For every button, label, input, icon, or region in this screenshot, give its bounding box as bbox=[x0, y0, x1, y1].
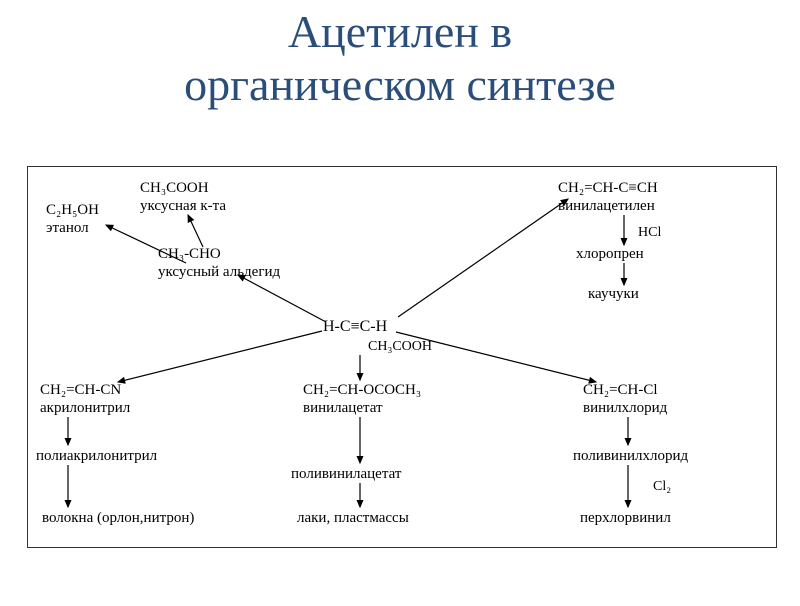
page-title: Ацетилен в органическом синтезе bbox=[0, 6, 800, 112]
node-ethanol: C₂H₅OH этанол bbox=[46, 201, 99, 237]
reagent-hcl: HCl bbox=[638, 225, 661, 241]
node-vinylacetate: CH₂=CH-OCOCH₃ винилацетат bbox=[303, 381, 421, 417]
title-line1: Ацетилен в bbox=[288, 6, 512, 57]
reagent-acetic-acid: CH₃COOH bbox=[368, 339, 432, 355]
node-vinylacetylene: CH₂=CH-C≡CH винилацетилен bbox=[558, 179, 658, 215]
node-acetylene: H-C≡C-H bbox=[323, 317, 387, 336]
synthesis-diagram: H-C≡C-H CH₃COOH CH₃COOH уксусная к-та C₂… bbox=[27, 166, 777, 548]
node-acetic-acid: CH₃COOH уксусная к-та bbox=[140, 179, 226, 215]
node-rubbers: каучуки bbox=[588, 285, 639, 303]
node-acetaldehyde: CH₃-CHO уксусный альдегид bbox=[158, 245, 280, 281]
node-acrylonitrile: CH₂=CH-CN акрилонитрил bbox=[40, 381, 130, 417]
node-perchlorvinyl: перхлорвинил bbox=[580, 509, 671, 527]
reagent-cl2: Cl₂ bbox=[653, 479, 671, 495]
title-line2: органическом синтезе bbox=[184, 59, 616, 110]
node-lacquers: лаки, пластмассы bbox=[297, 509, 409, 527]
node-chloroprene: хлоропрен bbox=[576, 245, 644, 263]
node-polyvinylacetate: поливинилацетат bbox=[291, 465, 401, 483]
node-polyacrylonitrile: полиакрилонитрил bbox=[36, 447, 157, 465]
node-vinylchloride: CH₂=CH-Cl винилхлорид bbox=[583, 381, 667, 417]
node-pvc: поливинилхлорид bbox=[573, 447, 688, 465]
node-fibers: волокна (орлон,нитрон) bbox=[42, 509, 194, 527]
